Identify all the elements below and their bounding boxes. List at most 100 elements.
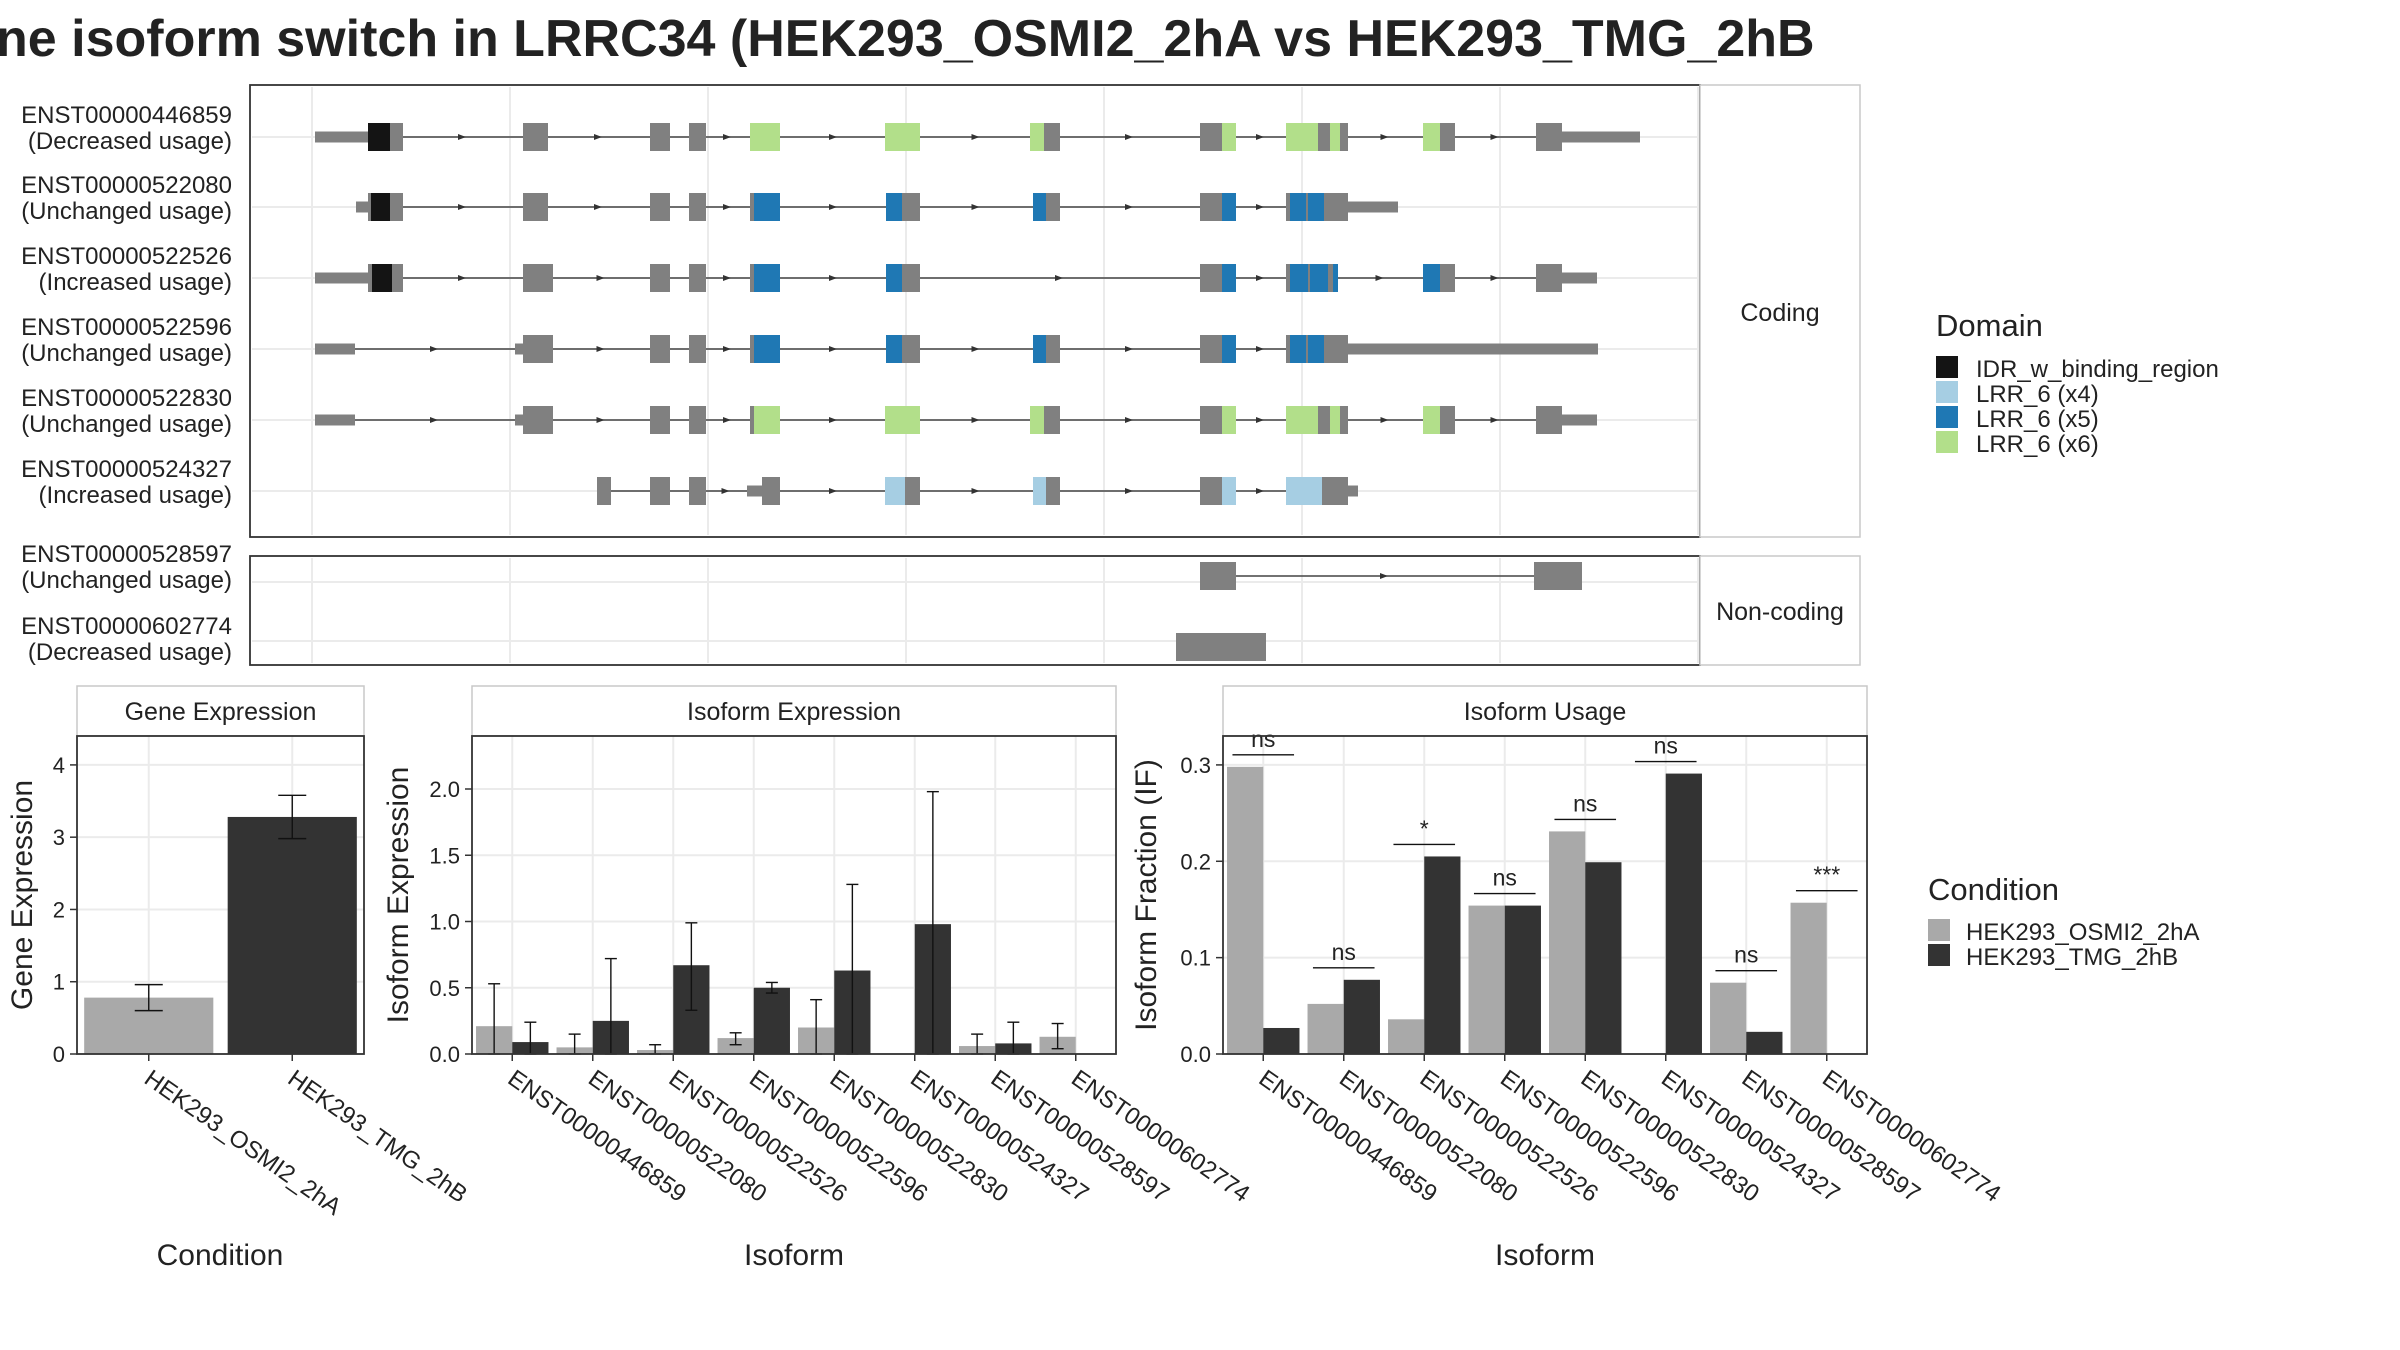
exon bbox=[650, 264, 670, 292]
domain-block bbox=[1330, 406, 1340, 434]
x-axis-title: Isoform bbox=[1495, 1239, 1595, 1272]
x-axis-title: Condition bbox=[157, 1239, 284, 1272]
exon bbox=[1536, 123, 1562, 151]
isoform-track-usage: (Decreased usage) bbox=[28, 128, 232, 155]
domain-block bbox=[1033, 335, 1046, 363]
intron-arrow bbox=[723, 346, 731, 352]
bar bbox=[1585, 862, 1622, 1054]
strip-background bbox=[76, 685, 365, 737]
exon bbox=[1536, 406, 1562, 434]
legend-key-lrr6-x6 bbox=[1936, 431, 1958, 453]
domain-block bbox=[1290, 264, 1308, 292]
legend-key-cond2 bbox=[1928, 944, 1950, 966]
exon bbox=[762, 477, 780, 505]
intron-arrow bbox=[829, 134, 837, 140]
y-tick-label: 2.0 bbox=[429, 777, 460, 802]
intron-arrow bbox=[1490, 275, 1499, 281]
intron-arrow bbox=[723, 417, 731, 423]
domain-legend-title: Domain bbox=[1936, 308, 2043, 343]
intron-arrow bbox=[1375, 275, 1384, 281]
exon bbox=[1200, 562, 1236, 590]
domain-block bbox=[1222, 406, 1236, 434]
intron-arrow bbox=[1256, 346, 1264, 352]
exon bbox=[315, 272, 395, 284]
isoform-track-usage: (Unchanged usage) bbox=[21, 411, 232, 438]
noncoding-strip bbox=[1699, 555, 1861, 666]
exon bbox=[650, 406, 670, 434]
significance-label: ns bbox=[1493, 865, 1517, 891]
isoform-track-name: ENST00000528597 bbox=[21, 541, 232, 568]
strip-background bbox=[1222, 685, 1868, 737]
bar bbox=[1263, 1027, 1300, 1054]
intron-arrow bbox=[971, 134, 980, 140]
isoform-track-name: ENST00000522080 bbox=[21, 172, 232, 199]
isoform-track-name: ENST00000524327 bbox=[21, 456, 232, 483]
intron-arrow bbox=[721, 488, 730, 494]
significance-label: ns bbox=[1251, 726, 1275, 752]
y-tick-label: 0 bbox=[53, 1042, 65, 1067]
significance-label: ns bbox=[1332, 939, 1356, 965]
intron-arrow bbox=[1490, 134, 1499, 140]
domain-block bbox=[750, 123, 780, 151]
isoform-expression-chart: Isoform Expression0.00.51.01.52.0ENST000… bbox=[382, 685, 1255, 1272]
intron-arrow bbox=[1125, 204, 1133, 210]
exon bbox=[1176, 633, 1266, 661]
coding-strip bbox=[1699, 84, 1861, 538]
intron-arrow bbox=[829, 417, 837, 423]
domain-block bbox=[1222, 123, 1236, 151]
domain-block bbox=[886, 264, 902, 292]
domain-block bbox=[1286, 406, 1318, 434]
intron-arrow bbox=[458, 275, 466, 281]
intron-arrow bbox=[1380, 417, 1389, 423]
y-tick-label: 2 bbox=[53, 897, 65, 922]
bar bbox=[1468, 905, 1505, 1054]
intron-arrow bbox=[829, 488, 837, 494]
exon bbox=[689, 123, 706, 151]
panel-background bbox=[472, 736, 1116, 1054]
bar bbox=[1746, 1031, 1783, 1054]
intron-arrow bbox=[458, 134, 466, 140]
domain-block bbox=[1222, 335, 1236, 363]
y-tick-label: 0.5 bbox=[429, 976, 460, 1001]
bar bbox=[753, 987, 790, 1054]
condition-legend: Condition HEK293_OSMI2_2hA HEK293_TMG_2h… bbox=[1928, 872, 2199, 971]
bar bbox=[1424, 856, 1461, 1054]
bar bbox=[1710, 982, 1747, 1054]
domain-block bbox=[1333, 264, 1338, 292]
isoform-track-usage: (Decreased usage) bbox=[28, 639, 232, 666]
isoform-track-usage: (Unchanged usage) bbox=[21, 567, 232, 594]
condition-legend-title: Condition bbox=[1928, 872, 2059, 907]
domain-block bbox=[372, 264, 392, 292]
intron-arrow bbox=[971, 346, 980, 352]
domain-block bbox=[1308, 193, 1324, 221]
intron-arrow bbox=[1125, 134, 1133, 140]
intron-arrow bbox=[1256, 488, 1264, 494]
domain-block bbox=[1290, 335, 1306, 363]
y-tick-label: 1.0 bbox=[429, 910, 460, 935]
bar bbox=[1227, 766, 1264, 1054]
legend-key-lrr6-x4 bbox=[1936, 381, 1958, 403]
strip-label: Gene Expression bbox=[125, 698, 317, 726]
domain-block bbox=[1222, 193, 1236, 221]
intron-arrow bbox=[1256, 134, 1264, 140]
intron-arrow bbox=[1256, 417, 1264, 423]
intron-arrow bbox=[1125, 488, 1133, 494]
legend-key-lrr6-x5 bbox=[1936, 406, 1958, 428]
exon bbox=[515, 414, 525, 426]
bar bbox=[1307, 1003, 1344, 1054]
domain-block bbox=[1033, 477, 1046, 505]
exon bbox=[747, 485, 762, 497]
isoform-track-name: ENST00000522596 bbox=[21, 314, 232, 341]
exon bbox=[689, 335, 706, 363]
strip-label: Isoform Expression bbox=[687, 698, 901, 726]
intron-arrow bbox=[1125, 417, 1133, 423]
panel-border bbox=[1222, 735, 1868, 1055]
domain-block bbox=[754, 406, 780, 434]
figure-title: ne isoform switch in LRRC34 (HEK293_OSMI… bbox=[0, 10, 1815, 68]
y-tick-label: 0.0 bbox=[429, 1042, 460, 1067]
significance-label: ns bbox=[1573, 790, 1597, 816]
bar bbox=[1504, 905, 1541, 1054]
y-axis-title: Gene Expression bbox=[6, 780, 39, 1010]
exon bbox=[523, 406, 553, 434]
